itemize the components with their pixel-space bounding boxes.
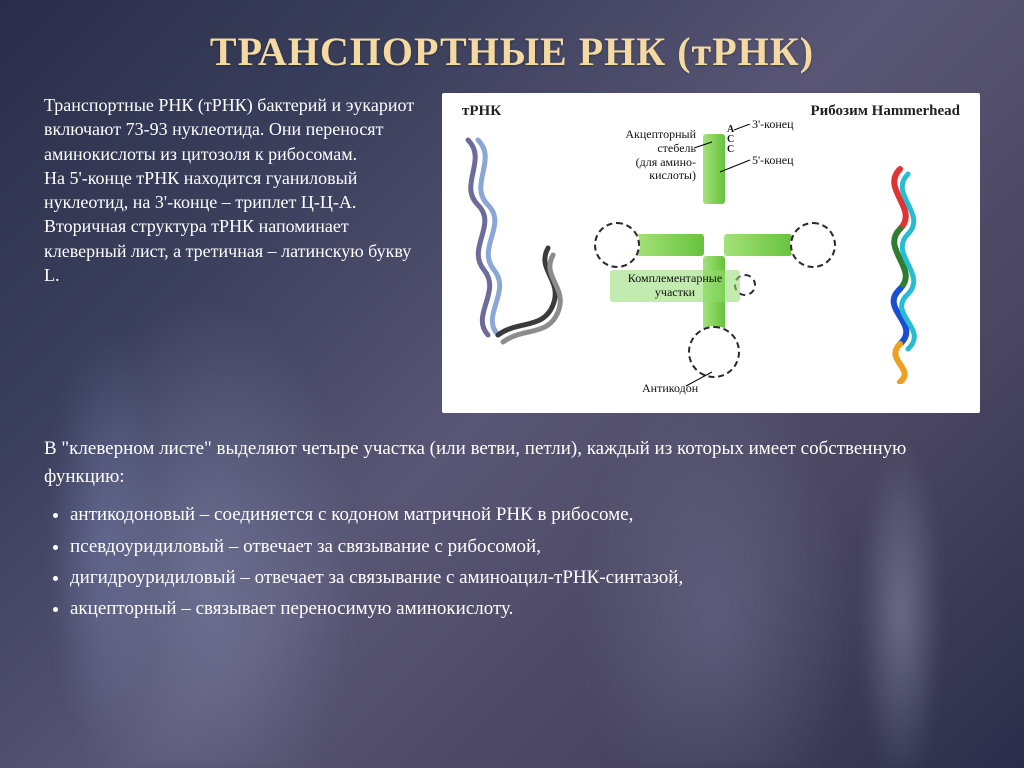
label-acceptor: Акцепторный стебель (для амино- кислоты) xyxy=(586,128,696,183)
label-anticodon: Антикодон xyxy=(642,382,698,396)
bullet-item: антикодоновый – соединяется с кодоном ма… xyxy=(70,500,980,529)
slide-content: ТРАНСПОРТНЫЕ РНК (тРНК) Транспортные РНК… xyxy=(0,0,1024,768)
trna-3d-icon xyxy=(448,130,568,380)
figure-body: А С С Акцепторный стебель (для амино- ки… xyxy=(454,124,968,405)
figure-left-title: тРНК xyxy=(462,103,501,120)
bullet-list: антикодоновый – соединяется с кодоном ма… xyxy=(44,500,980,624)
t-loop xyxy=(790,222,836,268)
nuc-c2: С xyxy=(727,144,734,155)
acceptor-stem xyxy=(703,134,725,204)
label-5end: 5'-конец xyxy=(752,154,794,168)
bullet-item: дигидроуридиловый – отвечает за связыван… xyxy=(70,563,980,592)
top-row: Транспортные РНК (тРНК) бактерий и эукар… xyxy=(44,93,980,413)
figure-panel: тРНК Рибозим Hammerhead xyxy=(442,93,980,413)
figure-right-title: Рибозим Hammerhead xyxy=(810,103,960,120)
bullet-item: псевдоуридиловый – отвечает за связывани… xyxy=(70,532,980,561)
d-arm-stem xyxy=(636,234,704,256)
label-complementary: Комплементарные участки xyxy=(610,270,740,302)
outro-lead: В "клеверном листе" выделяют четыре учас… xyxy=(44,435,980,490)
t-arm-stem xyxy=(724,234,792,256)
d-loop xyxy=(594,222,640,268)
anticodon-loop xyxy=(688,326,740,378)
bullet-item: акцепторный – связывает переносимую амин… xyxy=(70,594,980,623)
intro-text: Транспортные РНК (тРНК) бактерий и эукар… xyxy=(44,93,424,413)
ribozyme-icon xyxy=(850,164,950,384)
slide-title: ТРАНСПОРТНЫЕ РНК (тРНК) xyxy=(44,28,980,75)
figure-header: тРНК Рибозим Hammerhead xyxy=(454,103,968,120)
label-3end: 3'-конец xyxy=(752,118,794,132)
